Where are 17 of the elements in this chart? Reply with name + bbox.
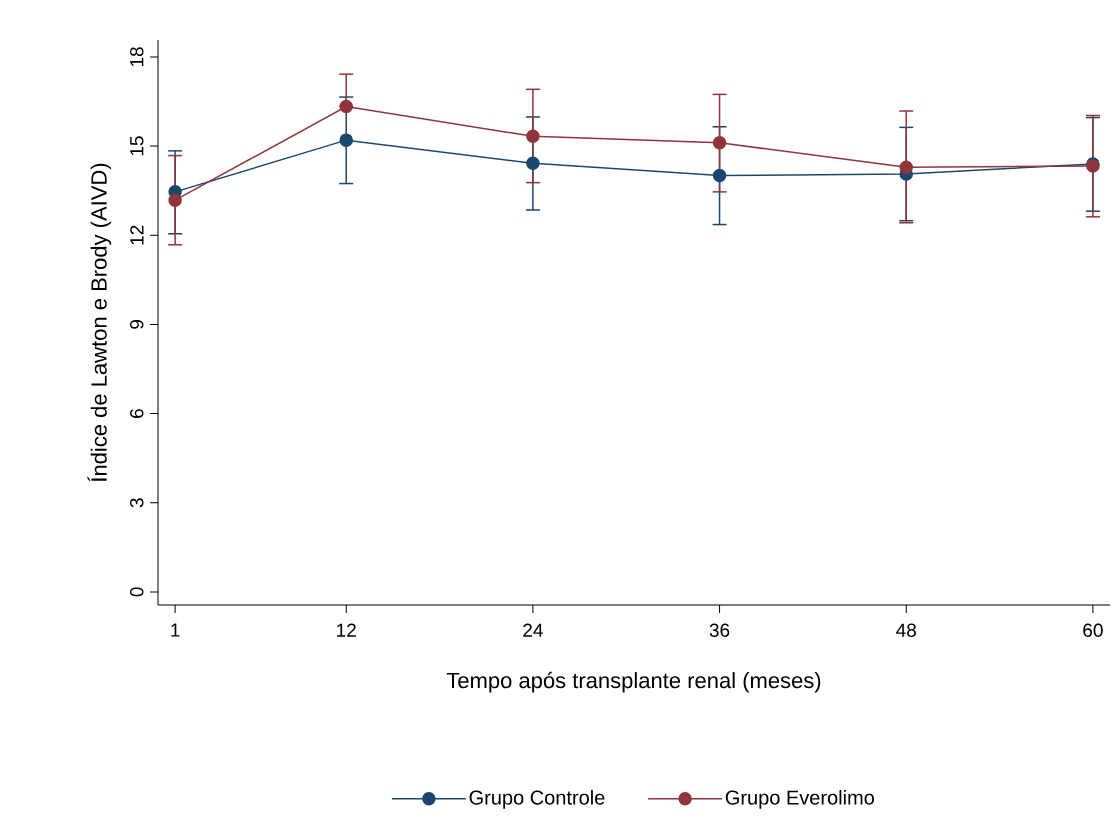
y-tick-label: 3 (130, 498, 144, 508)
legend-label: Grupo Controle (469, 789, 605, 809)
y-tick-label: 6 (130, 409, 144, 418)
x-axis-title: Tempo após transplante renal (meses) (446, 671, 821, 693)
y-tick-label: 18 (130, 47, 144, 67)
x-tick-label: 48 (896, 623, 916, 637)
x-tick-label: 36 (709, 623, 730, 637)
y-tick-label: 15 (130, 136, 144, 156)
x-tick-label: 60 (1083, 623, 1103, 637)
x-tick-label: 12 (337, 623, 356, 637)
y-axis-title: Índice de Lawton e Brody (AIVD) (87, 163, 112, 482)
legend-label: Grupo Everolimo (725, 789, 874, 809)
x-tick-label: 24 (523, 623, 543, 637)
x-tick-label: 1 (171, 623, 180, 637)
y-tick-label: 9 (130, 320, 144, 329)
y-tick-label: 12 (130, 225, 144, 245)
y-tick-label: 0 (130, 587, 144, 597)
